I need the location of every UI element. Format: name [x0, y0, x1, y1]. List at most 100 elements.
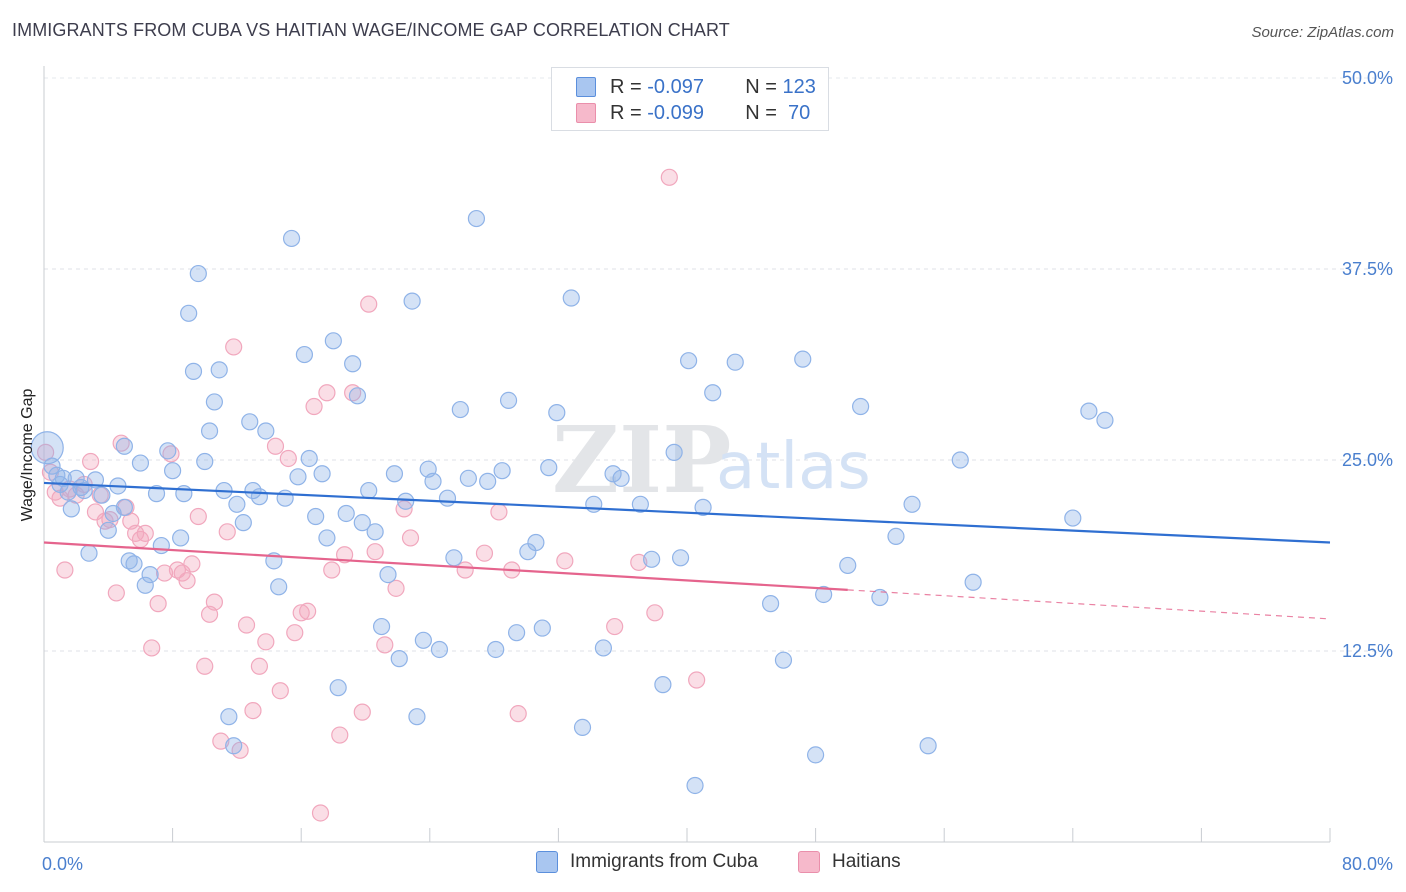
- haitians-point: [205, 593, 223, 611]
- cuba-point: [704, 384, 722, 402]
- cuba-point: [533, 619, 551, 637]
- cuba-point: [871, 588, 889, 607]
- cuba-point: [508, 624, 526, 642]
- legend-row-cuba: R = -0.097 N = 123: [576, 74, 816, 100]
- watermark: ZIP atlas: [552, 406, 871, 514]
- cuba-point: [479, 472, 497, 490]
- cuba-point: [353, 514, 371, 532]
- cuba-point: [115, 437, 133, 455]
- cuba-point: [403, 292, 421, 310]
- cuba-point: [86, 471, 105, 489]
- cuba-point: [147, 485, 166, 503]
- tick-labels: 12.5% 25.0% 37.5% 50.0% 0.0% 80.0%: [42, 68, 1393, 874]
- cuba-point: [62, 500, 80, 518]
- haitians-point: [212, 732, 230, 750]
- cuba-point: [175, 485, 193, 503]
- chart-title: IMMIGRANTS FROM CUBA VS HAITIAN WAGE/INC…: [12, 20, 730, 40]
- haitians-point: [509, 705, 527, 723]
- legend-row-haitians: R = -0.099 N = 70: [576, 100, 810, 126]
- cuba-point: [562, 289, 580, 307]
- cuba-point: [307, 507, 325, 526]
- cuba-point: [806, 746, 825, 764]
- haitians-point: [250, 657, 269, 675]
- haitians-point: [225, 338, 243, 356]
- cuba-point: [210, 361, 228, 379]
- cuba-point: [694, 498, 712, 516]
- cuba-point: [220, 708, 238, 726]
- cuba-point: [348, 387, 367, 405]
- haitians-point: [387, 579, 405, 597]
- haitians-point: [606, 617, 624, 636]
- haitians-point: [646, 604, 664, 622]
- cuba-point: [612, 469, 630, 487]
- cuba-point: [815, 585, 833, 604]
- haitians-points: [37, 168, 706, 822]
- cuba-point: [964, 573, 982, 591]
- cuba-point: [548, 404, 566, 422]
- y-axis-label: Wage/Income Gap: [19, 388, 36, 522]
- haitians-point: [266, 437, 285, 455]
- cuba-point: [184, 362, 203, 380]
- legend-swatch-cuba: [576, 77, 596, 97]
- series-legend-haitians[interactable]: Haitians: [798, 851, 901, 873]
- haitians-point: [237, 616, 256, 634]
- haitians-point: [189, 507, 207, 526]
- legend-swatch-haitians: [576, 103, 596, 123]
- legend-n-label: N =: [745, 75, 783, 98]
- cuba-point: [30, 431, 64, 465]
- haitians-point: [336, 546, 354, 564]
- haitians-point: [366, 543, 384, 561]
- haitians-point: [149, 595, 167, 613]
- cuba-point: [604, 465, 622, 483]
- cuba-point: [120, 552, 138, 570]
- cuba-point: [527, 533, 545, 552]
- cuba-point: [451, 400, 469, 419]
- cuba-point: [131, 454, 150, 472]
- cuba-point: [318, 529, 336, 547]
- cuba-point: [234, 514, 252, 532]
- cuba-point: [1096, 411, 1114, 429]
- legend-r-value: -0.099: [647, 101, 704, 124]
- haitians-point: [292, 604, 310, 622]
- haitians-point: [401, 529, 420, 547]
- cuba-point: [1064, 509, 1082, 527]
- haitians-point: [660, 168, 678, 186]
- cuba-point: [172, 529, 190, 547]
- cuba-point: [344, 355, 362, 373]
- cuba-point: [839, 556, 857, 575]
- series-label-cuba: Immigrants from Cuba: [570, 851, 758, 872]
- cuba-point: [390, 650, 408, 668]
- cuba-point: [671, 549, 690, 567]
- cuba-point: [67, 469, 85, 487]
- cuba-point: [852, 397, 870, 416]
- y-tick-label: 25.0%: [1342, 450, 1393, 470]
- cuba-point: [205, 393, 223, 411]
- cuba-point: [136, 576, 154, 594]
- haitians-point: [162, 445, 180, 463]
- cuba-point: [241, 413, 259, 431]
- cuba-point: [573, 718, 592, 737]
- cuba-point: [43, 457, 61, 475]
- cuba-point: [244, 481, 262, 500]
- cuba-point: [75, 481, 93, 500]
- haitians-point: [353, 703, 371, 721]
- haitians-point: [82, 452, 100, 471]
- cuba-point: [430, 640, 449, 659]
- cuba-point: [585, 495, 603, 513]
- haitians-point: [305, 397, 323, 416]
- haitians-point: [196, 657, 214, 675]
- cuba-point: [125, 555, 143, 573]
- cuba-point: [951, 451, 969, 469]
- series-legend: Immigrants from Cuba Haitians: [0, 851, 1406, 877]
- stats-legend: R = -0.097 N = 123 R = -0.099 N = 70: [551, 67, 829, 131]
- haitians-point: [556, 552, 574, 570]
- series-legend-cuba[interactable]: Immigrants from Cuba: [536, 851, 758, 873]
- haitians-point: [178, 572, 196, 590]
- haitians-point: [490, 503, 508, 521]
- cuba-point: [324, 332, 342, 350]
- legend-n-value: 70: [782, 101, 811, 124]
- cuba-point: [794, 350, 812, 368]
- haitians-point: [318, 384, 336, 402]
- legend-r-value: -0.097: [647, 75, 704, 98]
